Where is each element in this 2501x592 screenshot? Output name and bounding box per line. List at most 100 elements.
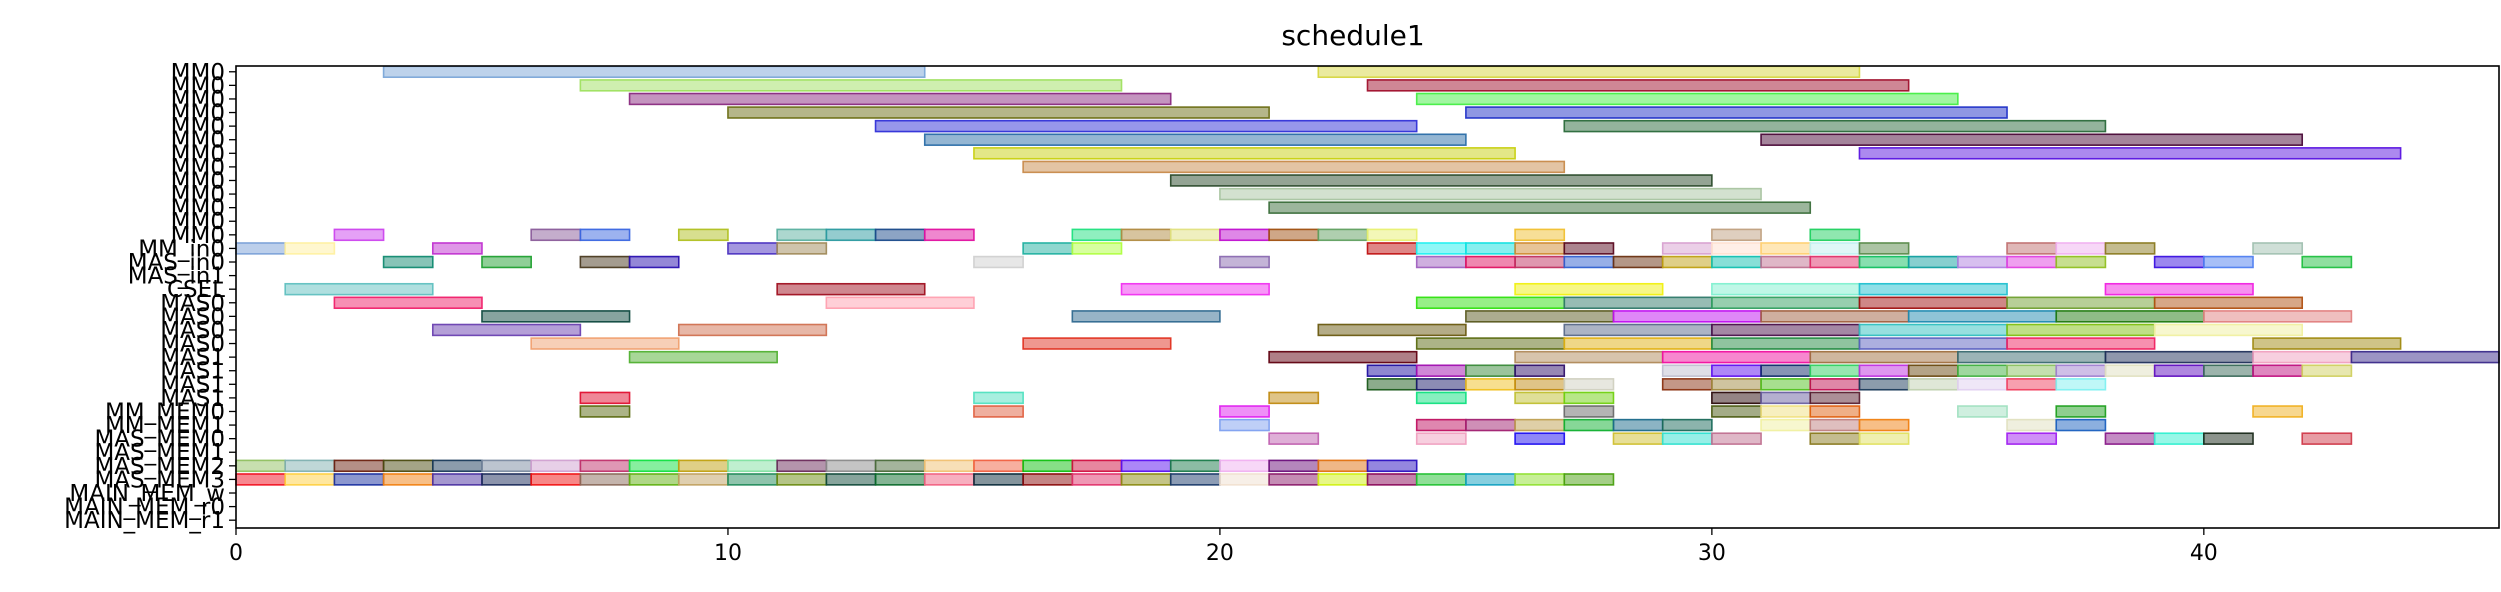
task-bar	[923, 133, 1467, 146]
task-bar	[677, 228, 729, 242]
task-bar	[1957, 378, 2008, 391]
task-bar	[2055, 255, 2107, 269]
task-bar	[2153, 432, 2205, 445]
task-bar	[1022, 242, 1074, 255]
y-tick-label: MAS1	[160, 372, 225, 398]
task-bar	[1760, 418, 1812, 432]
task-bar	[923, 473, 975, 486]
task-bar	[1858, 282, 2008, 296]
task-bar	[727, 459, 778, 473]
y-tick-label: MM0	[171, 141, 225, 167]
task-bar	[1563, 391, 1615, 405]
task-bar	[2006, 242, 2058, 255]
task-bar	[1858, 364, 1910, 377]
task-bar	[1120, 228, 1172, 242]
x-tick-label: 0	[229, 541, 243, 566]
task-bar	[1711, 242, 1762, 255]
task-bar	[1317, 65, 1861, 79]
task-bar	[284, 473, 336, 486]
task-bar	[1809, 350, 1959, 364]
task-bar	[1563, 323, 1713, 337]
y-tick-label: MAS_in1	[128, 264, 225, 290]
task-bar	[1317, 323, 1467, 337]
task-bar	[1465, 242, 1516, 255]
y-tick-label: MM0	[171, 101, 225, 127]
task-bar	[1465, 364, 1516, 377]
task-bar	[1711, 391, 1762, 405]
x-tick-label: 30	[1698, 541, 1726, 566]
task-bar	[481, 459, 532, 473]
task-bar	[1661, 364, 1713, 377]
task-bar	[776, 473, 828, 486]
task-bar	[1760, 242, 1812, 255]
task-bar	[776, 282, 926, 296]
task-bar	[677, 459, 729, 473]
task-bar	[1711, 378, 1762, 391]
task-bar	[2203, 255, 2254, 269]
y-tick-label: MAS_in0	[128, 250, 225, 276]
task-bar	[1415, 296, 1566, 310]
task-bar	[727, 473, 778, 486]
task-bar	[628, 350, 778, 364]
task-bar	[2006, 432, 2058, 445]
task-bar	[1514, 391, 1566, 405]
y-tick-label: MAS1	[160, 345, 225, 371]
task-bar	[2104, 282, 2254, 296]
task-bar	[2055, 378, 2107, 391]
task-bar	[2055, 418, 2107, 432]
task-bar	[1415, 391, 1467, 405]
y-tick-label: MAS_MEM3	[94, 467, 225, 493]
task-bar	[1268, 350, 1418, 364]
task-bar	[1366, 459, 1418, 473]
task-bar	[431, 323, 582, 337]
y-tick-label: MM0	[171, 155, 225, 181]
task-bar	[579, 79, 1123, 92]
task-bar	[923, 228, 975, 242]
task-bar	[973, 391, 1024, 405]
task-bar	[1514, 364, 1566, 377]
task-bar	[776, 228, 828, 242]
task-bar	[1219, 405, 1270, 418]
y-tick-label: MAS1	[160, 359, 225, 385]
task-bar	[530, 228, 582, 242]
task-bar	[1711, 432, 1762, 445]
task-bar	[1120, 473, 1172, 486]
task-bar	[1661, 350, 1812, 364]
task-bar	[1858, 242, 1910, 255]
y-tick-label: CSEL	[167, 277, 225, 303]
task-bar	[1711, 364, 1762, 377]
task-bar	[1317, 459, 1369, 473]
task-bar	[874, 228, 926, 242]
task-bar	[284, 282, 434, 296]
task-bar	[1711, 228, 1762, 242]
task-bar	[1858, 255, 1910, 269]
task-bar	[1169, 473, 1221, 486]
y-tick-label: MAS_MEM1	[94, 440, 225, 466]
task-bar	[628, 459, 680, 473]
task-bar	[2006, 364, 2058, 377]
task-bar	[628, 92, 1172, 106]
y-tick-label: MM0	[171, 182, 225, 208]
task-bar	[1514, 350, 1664, 364]
task-bar	[481, 473, 532, 486]
task-bar	[1809, 242, 1861, 255]
task-bar	[1514, 473, 1566, 486]
task-bar	[1809, 255, 1861, 269]
task-bar	[2104, 432, 2156, 445]
task-bar	[874, 119, 1418, 133]
task-bar	[973, 255, 1024, 269]
y-tick-label: MM_MEM1	[105, 413, 225, 439]
task-bar	[1612, 432, 1664, 445]
task-bar	[727, 106, 1270, 119]
task-bar	[382, 65, 926, 79]
task-bar	[825, 296, 975, 310]
task-bar	[2301, 255, 2353, 269]
task-bar	[333, 228, 385, 242]
task-bar	[727, 242, 778, 255]
task-bar	[628, 473, 680, 486]
task-bar	[2104, 242, 2156, 255]
task-bar	[235, 473, 286, 486]
task-bar	[1514, 255, 1566, 269]
task-bar	[2153, 255, 2205, 269]
